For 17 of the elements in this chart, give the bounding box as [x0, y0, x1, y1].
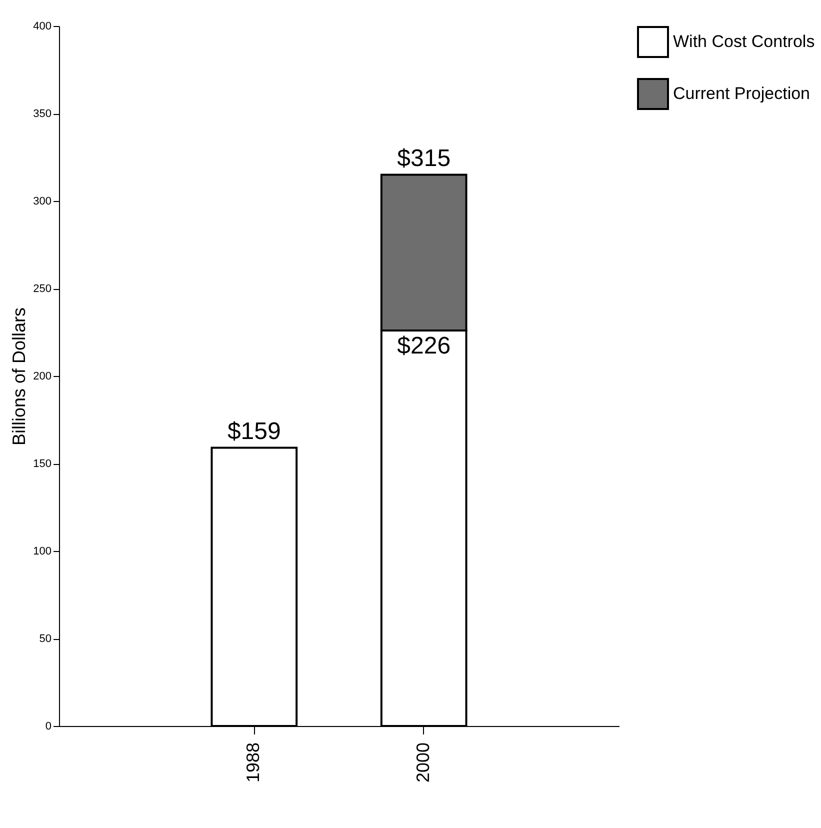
data-label: $159: [227, 418, 281, 445]
y-tick-label: 50: [39, 633, 52, 645]
legend-label: Current Projection: [673, 84, 810, 103]
y-tick-label: 150: [33, 458, 52, 470]
y-tick-label: 250: [33, 283, 52, 295]
total-label: $315: [397, 144, 451, 172]
y-tick-label: 350: [33, 108, 52, 120]
y-tick-label: 200: [33, 370, 52, 382]
x-tick-label: 1988: [243, 742, 264, 783]
x-tick-label: 2000: [412, 742, 433, 783]
y-tick-label: 400: [33, 20, 52, 32]
y-axis-title: Billions of Dollars: [9, 307, 30, 446]
data-label: $226: [397, 332, 451, 360]
legend-label: With Cost Controls: [673, 32, 815, 51]
y-tick-label: 0: [45, 720, 52, 732]
y-tick-label: 300: [33, 196, 52, 208]
y-tick-label: 100: [33, 546, 52, 558]
